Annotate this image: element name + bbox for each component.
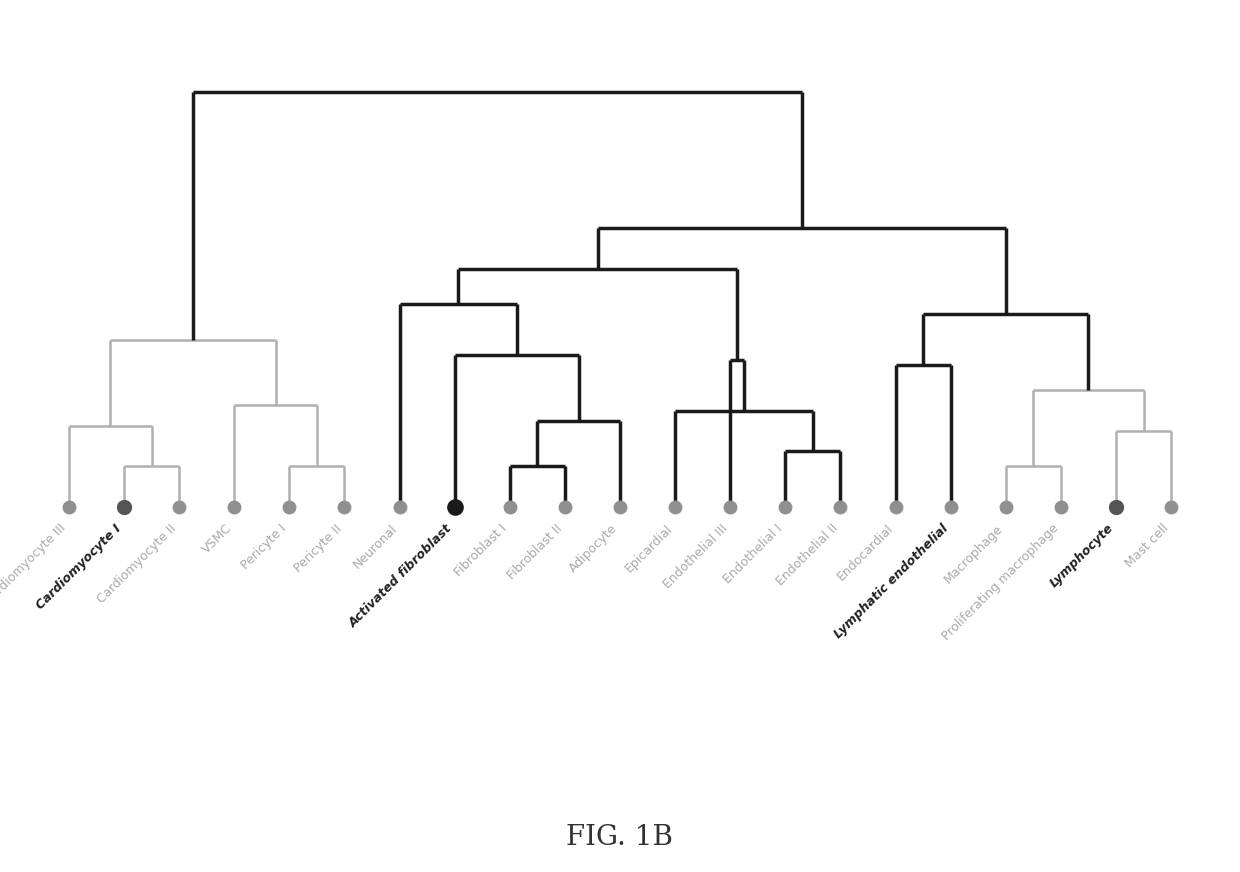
Text: Pericyte II: Pericyte II — [291, 521, 345, 575]
Text: Endocardial: Endocardial — [835, 521, 895, 583]
Text: Endothelial II: Endothelial II — [774, 521, 841, 589]
Text: Proliferating macrophage: Proliferating macrophage — [940, 521, 1061, 644]
Text: Fibroblast II: Fibroblast II — [505, 521, 565, 582]
Text: Adipocyte: Adipocyte — [567, 521, 620, 575]
Text: Neuronal: Neuronal — [351, 521, 399, 571]
Text: Epicardial: Epicardial — [622, 521, 675, 575]
Text: Lymphatic endothelial: Lymphatic endothelial — [832, 521, 951, 641]
Text: Mast cell: Mast cell — [1122, 521, 1171, 570]
Text: Cardiomyocyte II: Cardiomyocyte II — [95, 521, 179, 606]
Text: Macrophage: Macrophage — [942, 521, 1006, 586]
Text: FIG. 1B: FIG. 1B — [567, 824, 673, 850]
Text: Activated fibroblast: Activated fibroblast — [346, 521, 455, 630]
Text: Endothelial I: Endothelial I — [722, 521, 785, 586]
Text: Pericyte I: Pericyte I — [239, 521, 289, 572]
Text: Lymphocyte: Lymphocyte — [1048, 521, 1116, 590]
Text: VSMC: VSMC — [200, 521, 234, 556]
Text: Endothelial III: Endothelial III — [661, 521, 730, 591]
Text: Cardiomyocyte I: Cardiomyocyte I — [33, 521, 124, 612]
Text: Fibroblast I: Fibroblast I — [453, 521, 510, 579]
Text: Cardiomyocyte III: Cardiomyocyte III — [0, 521, 69, 609]
